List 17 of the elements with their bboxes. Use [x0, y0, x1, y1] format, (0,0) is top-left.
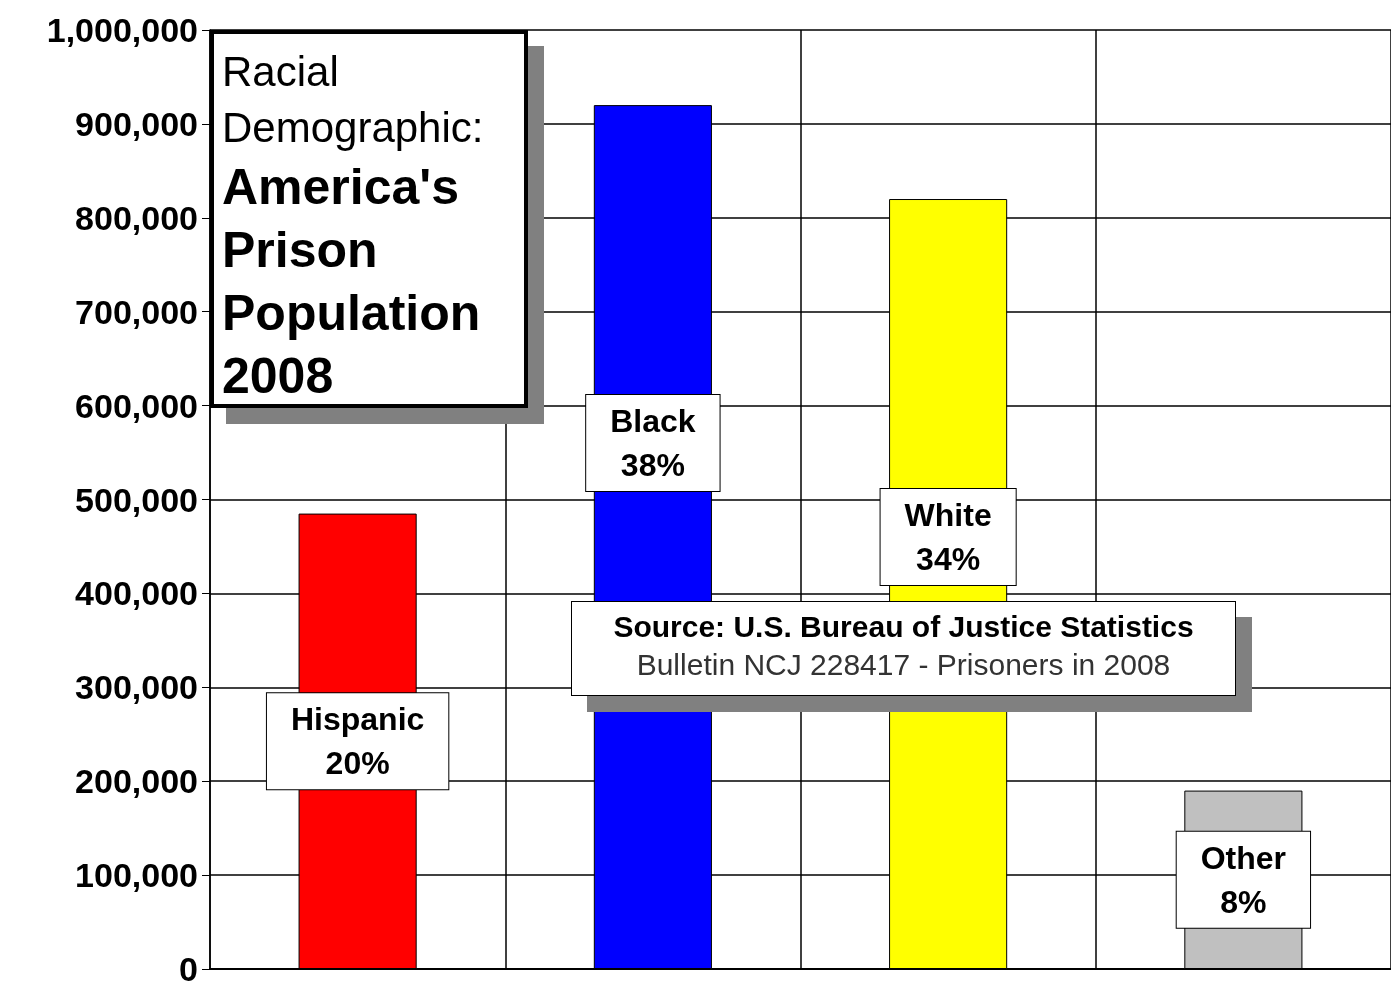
y-tick-label: 500,000 — [75, 480, 198, 519]
data-label: Black 38% — [610, 403, 696, 484]
y-tick-label: 900,000 — [75, 104, 198, 143]
annotation: Bulletin NCJ 228417 - Prisoners in 2008 — [635, 647, 1172, 683]
annotation: Source: U.S. Bureau of Justice Statistics — [612, 609, 1195, 645]
y-tick-label: 100,000 — [75, 856, 198, 895]
y-tick-label: 1,000,000 — [46, 11, 198, 49]
data-label: Other 8% — [1200, 839, 1287, 920]
y-tick-label: 0 — [179, 950, 198, 988]
y-tick-label: 600,000 — [75, 386, 198, 425]
data-label: White 34% — [904, 497, 992, 578]
y-tick-label: 200,000 — [75, 762, 198, 801]
y-tick-label: 800,000 — [75, 198, 198, 237]
data-label: Hispanic 20% — [290, 701, 425, 782]
y-tick-label: 400,000 — [75, 574, 198, 613]
y-tick-label: 700,000 — [75, 292, 198, 331]
y-tick-label: 300,000 — [75, 668, 198, 707]
